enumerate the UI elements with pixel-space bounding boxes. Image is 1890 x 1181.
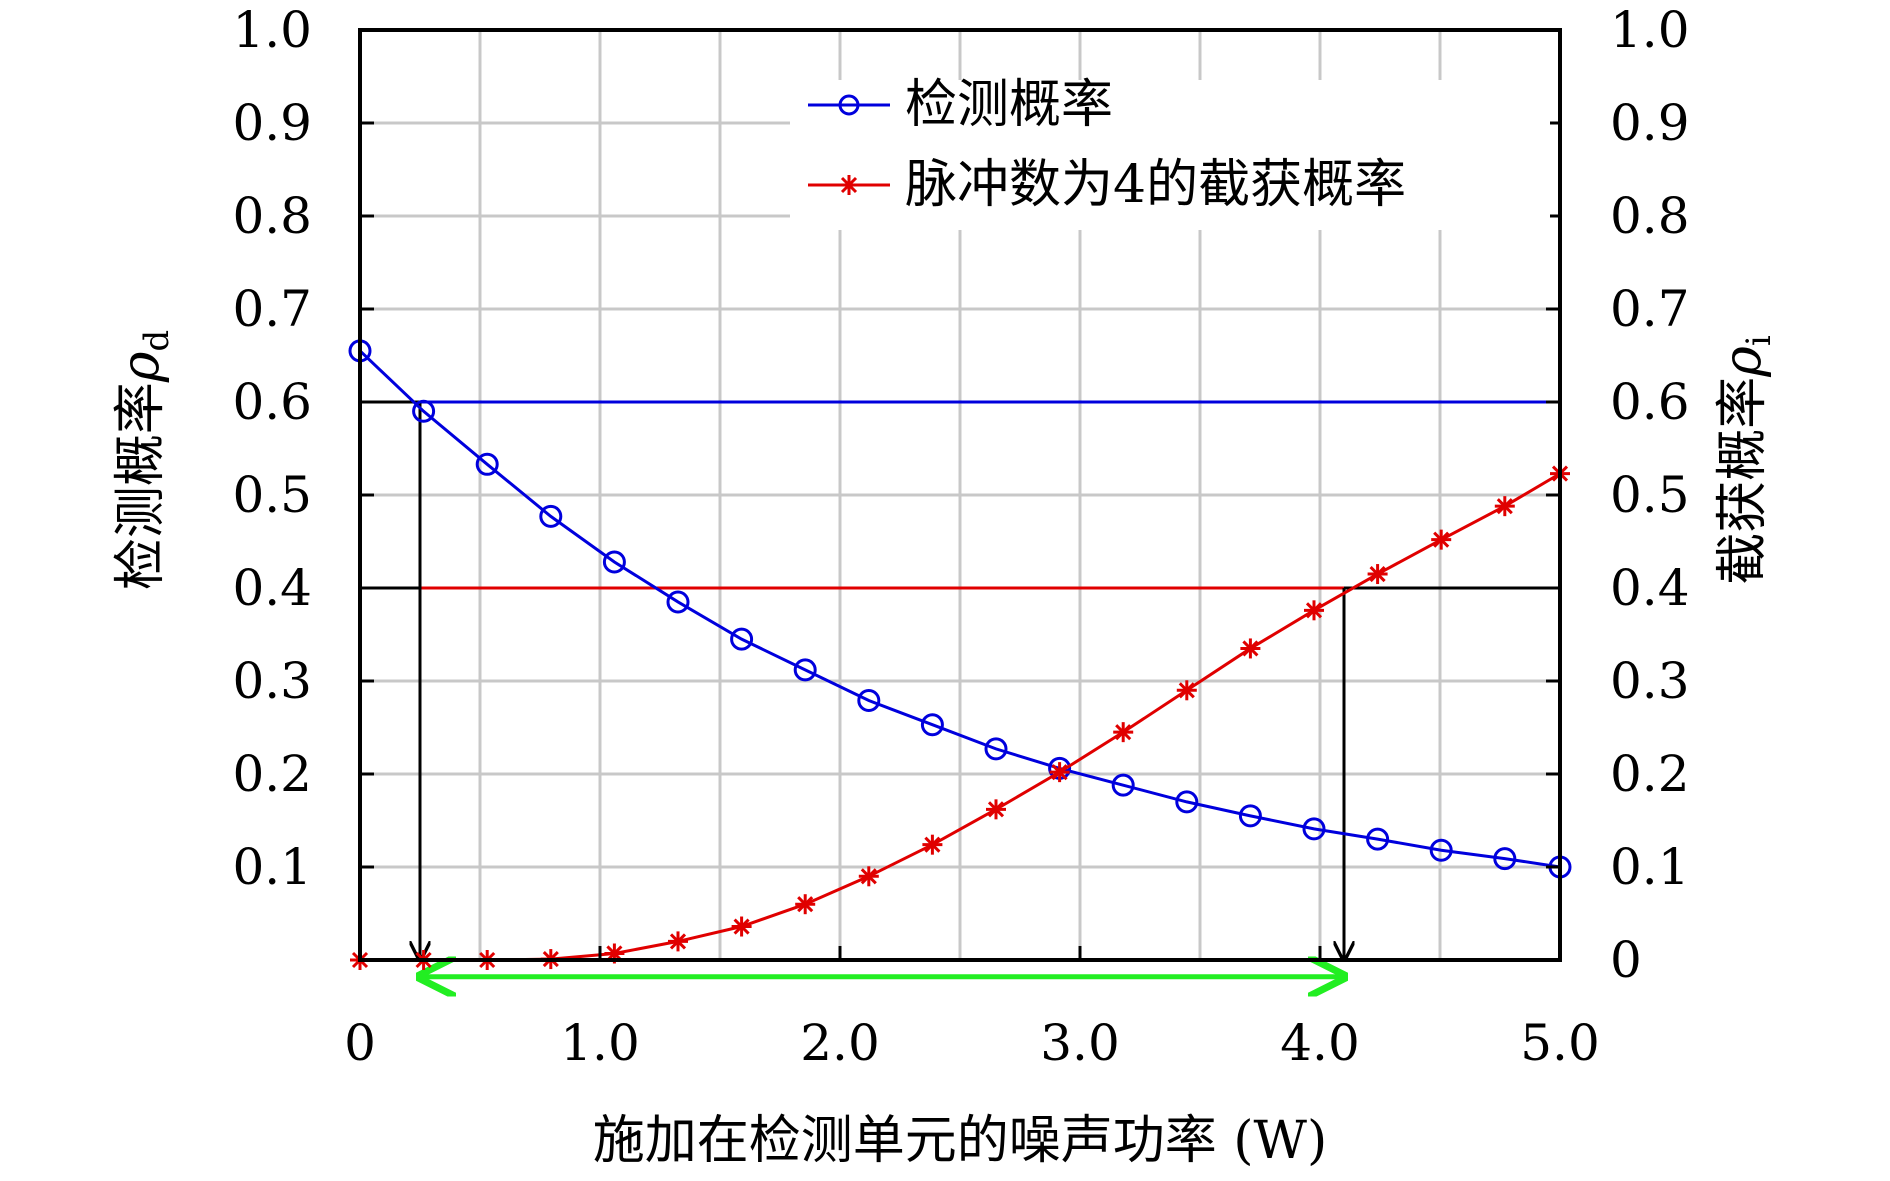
- x-tick-label: 2.0: [800, 1014, 880, 1072]
- y-right-tick-label: 0.2: [1610, 745, 1690, 803]
- x-tick-label: 5.0: [1520, 1014, 1600, 1072]
- data-point-circle: [602, 550, 626, 574]
- y-right-tick-label: 0.8: [1610, 187, 1690, 245]
- y-right-tick-label: 0.5: [1610, 466, 1690, 524]
- asterisk-stroke: [1496, 498, 1513, 515]
- data-point-circle: [412, 399, 436, 423]
- data-point-circle: [1429, 838, 1453, 862]
- data-point-asterisk: [795, 894, 816, 915]
- y-right-tick-label: 0: [1610, 931, 1642, 989]
- x-axis-label: 施加在检测单元的噪声功率 (W): [593, 1111, 1328, 1171]
- data-point-asterisk: [922, 834, 943, 855]
- legend-label-intercept: 脉冲数为4的截获概率: [905, 155, 1406, 215]
- asterisk-stroke: [987, 801, 1005, 818]
- svg-text:检测概率ρd: 检测概率ρd: [111, 330, 177, 590]
- data-point-asterisk: [1431, 529, 1452, 550]
- data-point-asterisk: [1176, 680, 1197, 701]
- y-left-label-text: 检测概率: [111, 382, 171, 590]
- y-right-tick-label: 0.4: [1610, 559, 1690, 617]
- y-left-label-sub: d: [137, 330, 177, 352]
- data-point-circle: [730, 627, 754, 651]
- data-point-asterisk: [858, 866, 879, 887]
- data-point-circle: [1493, 847, 1517, 871]
- data-point-circle: [857, 689, 881, 713]
- asterisk-stroke: [1305, 602, 1323, 619]
- data-point-circle: [793, 658, 817, 682]
- y-right-label-symbol: ρ: [1713, 346, 1773, 378]
- asterisk-stroke: [1115, 724, 1132, 741]
- data-point-circle: [1238, 804, 1262, 828]
- legend: 检测概率 脉冲数为4的截获概率: [790, 75, 1550, 230]
- asterisk-stroke: [1178, 682, 1195, 699]
- y-right-tick-label: 0.1: [1610, 838, 1690, 896]
- y-left-tick-label: 0.9: [232, 94, 312, 152]
- y-left-tick-label: 0.5: [232, 466, 312, 524]
- data-point-circle: [475, 452, 499, 476]
- data-point-asterisk: [1049, 762, 1070, 783]
- y-right-tick-label: 1.0: [1610, 1, 1690, 59]
- data-point-circle: [984, 737, 1008, 761]
- y-axis-right-label: 截获概率ρi: [1713, 335, 1779, 585]
- data-point-circle: [920, 713, 944, 737]
- asterisk-stroke: [797, 896, 814, 913]
- y-left-tick-label: 0.3: [232, 652, 312, 710]
- annotations: [360, 400, 1560, 977]
- asterisk-stroke: [1051, 764, 1068, 781]
- y-left-tick-label: 0.2: [232, 745, 312, 803]
- y-right-tick-label: 0.6: [1610, 373, 1690, 431]
- data-point-asterisk: [1113, 722, 1134, 743]
- x-tick-label: 0: [344, 1014, 376, 1072]
- y-left-tick-label: 0.4: [232, 559, 312, 617]
- data-point-asterisk: [1240, 638, 1261, 659]
- data-point-circle: [1175, 790, 1199, 814]
- data-point-circle: [539, 504, 563, 528]
- asterisk-stroke: [733, 918, 750, 935]
- x-tick-label: 4.0: [1280, 1014, 1360, 1072]
- x-tick-label: 3.0: [1040, 1014, 1120, 1072]
- legend-marker-detection: [838, 94, 860, 116]
- x-tick-label: 1.0: [560, 1014, 640, 1072]
- asterisk-stroke: [1242, 640, 1259, 657]
- y-right-tick-label: 0.3: [1610, 652, 1690, 710]
- asterisk-stroke: [669, 933, 687, 950]
- y-left-tick-label: 0.8: [232, 187, 312, 245]
- data-point-asterisk: [668, 931, 688, 952]
- y-left-tick-label: 0.7: [232, 280, 312, 338]
- tick-labels: 0 1.0 2.0 3.0 4.0 5.0 0.1 0.2 0.3 0.4 0.5 0.6 0.7 0.8…: [232, 1, 1689, 1072]
- y-left-tick-label: 0.6: [232, 373, 312, 431]
- y-left-label-symbol: ρ: [111, 351, 171, 383]
- asterisk-stroke: [1433, 531, 1450, 548]
- data-point-asterisk: [1304, 600, 1324, 621]
- asterisk-stroke: [1369, 565, 1386, 583]
- asterisk-stroke: [924, 836, 941, 853]
- legend-label-detection: 检测概率: [905, 75, 1113, 135]
- legend-box: [790, 80, 1550, 230]
- data-point-circle: [666, 590, 690, 614]
- data-point-asterisk: [731, 916, 752, 937]
- data-point-asterisk: [1494, 496, 1515, 517]
- asterisk-stroke: [860, 868, 877, 885]
- data-point-circle: [1366, 827, 1390, 851]
- legend-marker-intercept: [839, 175, 859, 195]
- svg-text:截获概率ρi: 截获概率ρi: [1713, 335, 1779, 585]
- data-point-asterisk: [986, 799, 1006, 820]
- y-right-tick-label: 0.7: [1610, 280, 1690, 338]
- series-0: [348, 339, 1572, 879]
- y-axis-left-label: 检测概率ρd: [111, 330, 177, 590]
- data-point-circle: [1302, 817, 1326, 841]
- data-point-circle: [1111, 773, 1135, 797]
- y-right-label-sub: i: [1739, 335, 1779, 346]
- data-point-asterisk: [1367, 564, 1388, 585]
- y-right-label-text: 截获概率: [1713, 377, 1773, 585]
- y-right-tick-label: 0.9: [1610, 94, 1690, 152]
- y-left-tick-label: 1.0: [232, 1, 312, 59]
- y-left-tick-label: 0.1: [232, 838, 312, 896]
